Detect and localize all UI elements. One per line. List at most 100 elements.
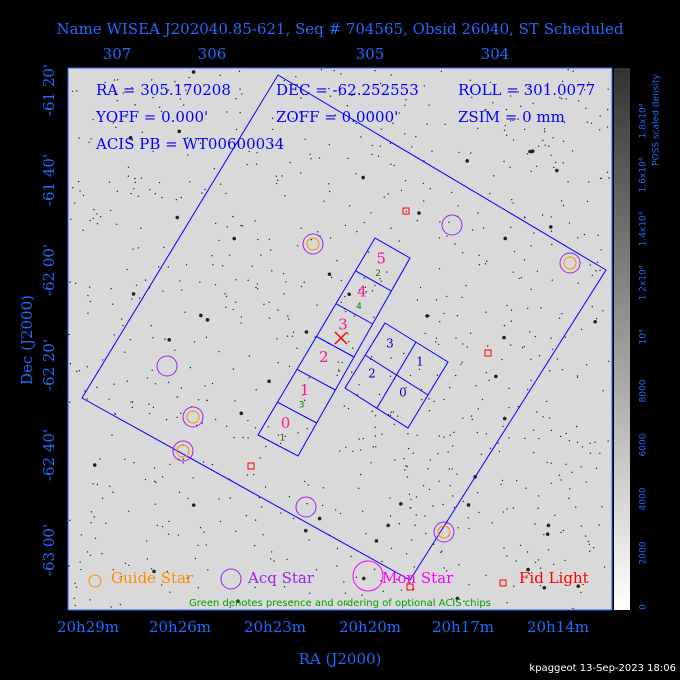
star — [555, 168, 559, 173]
star — [569, 488, 571, 490]
star — [141, 131, 144, 133]
star — [438, 480, 440, 482]
star — [475, 385, 477, 387]
star — [420, 389, 423, 391]
star — [537, 507, 539, 509]
star — [239, 88, 241, 90]
star — [470, 332, 472, 334]
star — [239, 411, 244, 416]
star — [575, 506, 577, 508]
star — [271, 270, 273, 272]
star — [277, 362, 279, 364]
star — [181, 289, 183, 291]
star — [241, 225, 244, 227]
star — [93, 208, 95, 211]
star — [355, 173, 357, 175]
star — [425, 314, 429, 318]
star — [363, 277, 365, 279]
star — [510, 198, 513, 201]
star — [387, 193, 389, 195]
star — [378, 393, 381, 396]
star — [351, 371, 353, 373]
star — [182, 462, 184, 464]
star — [550, 230, 553, 232]
star — [339, 512, 342, 515]
star — [491, 522, 493, 524]
star — [112, 568, 115, 571]
star — [110, 209, 112, 212]
star — [485, 433, 488, 435]
star — [386, 271, 388, 273]
star — [115, 126, 117, 129]
star — [556, 358, 559, 360]
star — [390, 74, 392, 76]
star — [580, 525, 583, 527]
star — [437, 452, 439, 455]
star — [356, 230, 358, 233]
star — [175, 215, 180, 220]
star — [457, 205, 459, 207]
star — [69, 363, 72, 365]
star — [69, 401, 71, 403]
star — [436, 374, 439, 376]
guide-star — [306, 237, 320, 251]
fid-light — [402, 207, 410, 215]
chip-label: 3 — [338, 315, 348, 333]
star — [203, 531, 205, 533]
star — [310, 239, 313, 241]
star — [245, 514, 248, 517]
star — [177, 85, 180, 88]
star — [489, 81, 492, 84]
star — [544, 144, 546, 146]
star — [124, 562, 127, 565]
star — [225, 192, 227, 195]
note: Green denotes presence and ordering of o… — [189, 598, 491, 609]
star — [300, 285, 303, 288]
star — [290, 600, 293, 602]
star — [182, 104, 185, 106]
star — [607, 440, 609, 442]
star — [240, 224, 242, 227]
star — [423, 200, 425, 202]
star — [497, 442, 500, 444]
star — [229, 606, 231, 608]
star — [398, 112, 400, 114]
star — [509, 120, 512, 122]
star — [283, 79, 286, 82]
star — [591, 306, 593, 308]
star — [428, 104, 430, 106]
star — [553, 563, 555, 566]
star — [580, 328, 583, 331]
star — [126, 268, 128, 271]
star — [329, 95, 332, 97]
star — [558, 474, 561, 477]
star — [317, 516, 322, 521]
star — [458, 151, 460, 154]
star — [80, 568, 82, 571]
star — [114, 93, 116, 95]
star — [152, 96, 154, 99]
star — [114, 413, 117, 415]
star — [265, 445, 267, 448]
star — [300, 227, 302, 229]
star — [560, 479, 562, 481]
star — [442, 503, 444, 506]
star — [466, 503, 471, 507]
star — [76, 370, 78, 373]
star — [218, 350, 220, 353]
star — [432, 505, 434, 507]
star — [138, 297, 141, 299]
star — [254, 220, 256, 222]
star — [530, 170, 532, 173]
star — [247, 279, 249, 282]
star — [137, 195, 139, 198]
star — [465, 159, 470, 163]
star — [303, 281, 305, 284]
star — [205, 318, 210, 322]
star — [334, 509, 337, 511]
star — [379, 145, 382, 147]
star — [438, 320, 441, 323]
star — [517, 118, 519, 120]
star — [344, 295, 346, 298]
star — [424, 515, 426, 517]
